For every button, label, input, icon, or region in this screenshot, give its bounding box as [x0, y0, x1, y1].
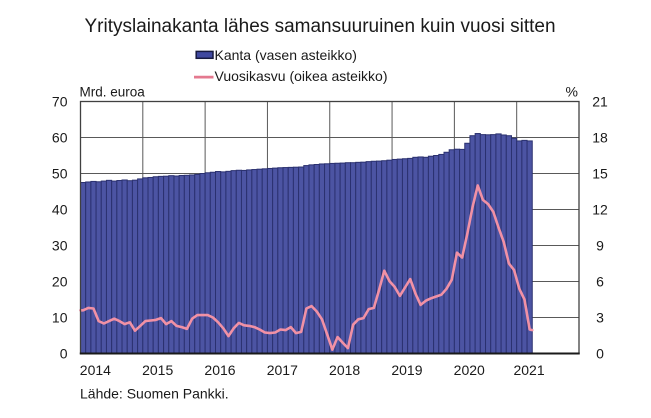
svg-text:9: 9: [596, 237, 604, 253]
svg-text:2020: 2020: [454, 362, 485, 378]
svg-text:2018: 2018: [329, 362, 360, 378]
svg-text:Yrityslainakanta lähes samansu: Yrityslainakanta lähes samansuuruinen ku…: [84, 16, 555, 37]
svg-text:21: 21: [592, 93, 608, 109]
svg-text:12: 12: [592, 201, 608, 217]
svg-text:2014: 2014: [80, 362, 111, 378]
svg-text:3: 3: [596, 309, 604, 325]
svg-text:6: 6: [596, 273, 604, 289]
svg-text:2017: 2017: [267, 362, 298, 378]
svg-text:2015: 2015: [142, 362, 173, 378]
svg-text:Lähde: Suomen Pankki.: Lähde: Suomen Pankki.: [80, 385, 229, 401]
svg-text:50: 50: [52, 165, 68, 181]
svg-text:30: 30: [52, 237, 68, 253]
svg-text:10: 10: [52, 309, 68, 325]
svg-text:0: 0: [60, 345, 68, 361]
svg-text:40: 40: [52, 201, 68, 217]
svg-text:0: 0: [596, 345, 604, 361]
svg-text:2019: 2019: [391, 362, 422, 378]
svg-text:60: 60: [52, 129, 68, 145]
svg-text:2021: 2021: [513, 362, 544, 378]
svg-text:20: 20: [52, 273, 68, 289]
svg-text:2016: 2016: [204, 362, 235, 378]
svg-text:15: 15: [592, 165, 608, 181]
svg-text:Mrd. euroa: Mrd. euroa: [80, 85, 146, 100]
svg-text:18: 18: [592, 129, 608, 145]
svg-text:70: 70: [52, 93, 68, 109]
svg-text:Kanta (vasen asteikko): Kanta (vasen asteikko): [215, 47, 357, 63]
svg-text:Vuosikasvu (oikea asteikko): Vuosikasvu (oikea asteikko): [215, 68, 388, 84]
svg-text:%: %: [566, 84, 578, 100]
